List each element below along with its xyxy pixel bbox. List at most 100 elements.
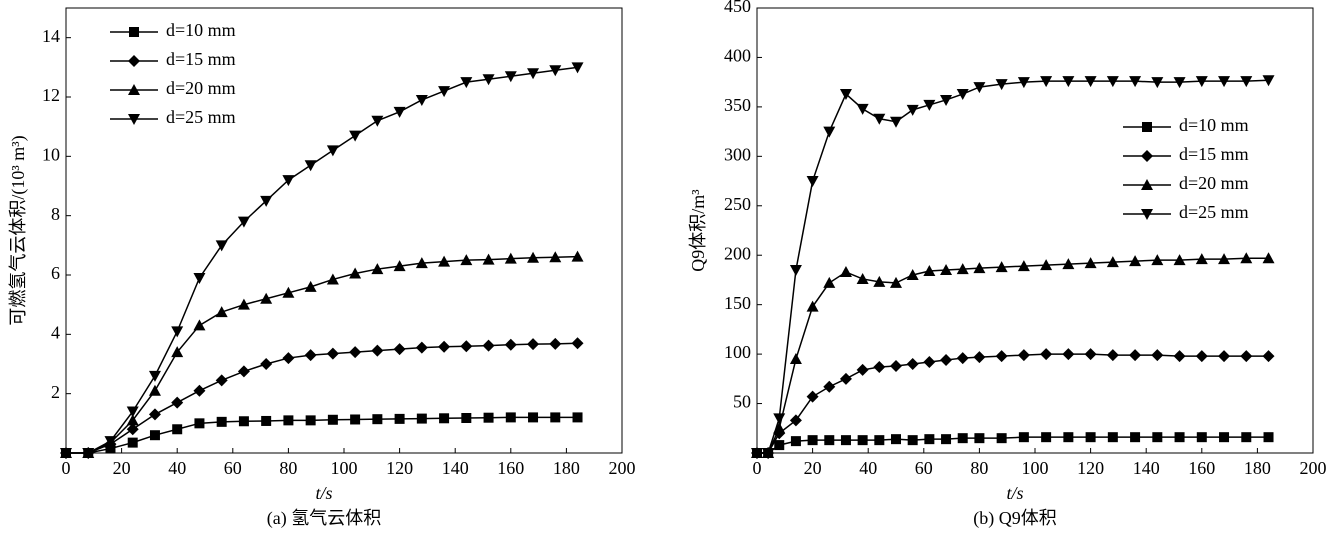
- data-point: [789, 265, 802, 277]
- x-tick-label: 200: [609, 458, 636, 478]
- y-tick-label: 400: [724, 46, 751, 66]
- series-line: [757, 353, 1269, 454]
- data-point: [923, 356, 936, 369]
- legend-marker: [129, 27, 139, 37]
- data-point: [1085, 432, 1096, 443]
- data-point: [304, 349, 317, 362]
- data-point: [349, 267, 362, 279]
- data-point: [890, 359, 902, 372]
- x-tick-label: 180: [553, 458, 580, 478]
- y-tick-label: 150: [724, 293, 751, 313]
- y-tick-label: 100: [724, 342, 751, 362]
- data-point: [839, 372, 852, 385]
- data-point: [923, 99, 936, 111]
- data-point: [571, 250, 584, 262]
- data-point: [773, 413, 786, 425]
- data-point: [1240, 350, 1253, 363]
- data-point: [126, 414, 139, 426]
- data-point: [957, 433, 968, 444]
- data-point: [261, 415, 272, 426]
- data-point: [282, 352, 295, 365]
- data-point: [1017, 260, 1030, 272]
- data-point: [238, 416, 249, 427]
- data-point: [260, 292, 273, 304]
- data-point: [237, 365, 250, 378]
- data-point: [873, 360, 886, 373]
- data-point: [940, 94, 953, 106]
- data-point: [1062, 258, 1075, 270]
- caption: (a) 氢气云体积: [267, 508, 381, 529]
- data-point: [890, 116, 902, 128]
- data-point: [824, 435, 835, 446]
- data-point: [193, 272, 206, 284]
- data-point: [1173, 254, 1186, 266]
- data-point: [1084, 257, 1097, 269]
- data-point: [415, 257, 428, 269]
- y-tick-label: 200: [724, 243, 751, 263]
- data-point: [393, 343, 406, 356]
- data-point: [148, 408, 161, 421]
- data-point: [774, 440, 785, 451]
- legend-marker: [128, 84, 140, 95]
- x-tick-label: 20: [804, 458, 822, 478]
- y-tick-label: 12: [42, 85, 60, 105]
- legend-label: d=15 mm: [1179, 144, 1249, 164]
- data-point: [1106, 76, 1119, 88]
- data-point: [1174, 432, 1185, 443]
- data-point: [460, 340, 473, 353]
- data-point: [1151, 254, 1164, 266]
- data-point: [504, 338, 517, 351]
- data-point: [995, 79, 1008, 91]
- data-point: [371, 344, 384, 357]
- data-point: [326, 145, 339, 157]
- data-point: [304, 280, 317, 292]
- data-point: [806, 176, 819, 188]
- x-axis-label: t/s: [1006, 483, 1023, 503]
- data-point: [527, 338, 540, 351]
- legend-label: d=20 mm: [1179, 173, 1249, 193]
- data-point: [806, 390, 819, 403]
- x-tick-label: 80: [970, 458, 988, 478]
- data-point: [1084, 76, 1097, 88]
- data-point: [839, 89, 852, 101]
- data-point: [1262, 75, 1275, 87]
- data-point: [891, 434, 901, 445]
- legend-marker: [1142, 122, 1152, 132]
- data-point: [840, 435, 851, 446]
- x-tick-label: 180: [1244, 458, 1271, 478]
- data-point: [1240, 76, 1253, 88]
- data-point: [1063, 432, 1074, 443]
- data-point: [438, 86, 451, 98]
- data-point: [823, 276, 836, 288]
- x-tick-label: 40: [168, 458, 186, 478]
- data-point: [283, 415, 294, 426]
- plot-frame: [65, 7, 623, 454]
- data-point: [527, 251, 540, 263]
- data-point: [807, 435, 818, 446]
- data-point: [171, 346, 184, 358]
- y-tick-label: 14: [42, 26, 60, 46]
- y-tick-label: 300: [724, 144, 751, 164]
- x-tick-label: 0: [62, 458, 71, 478]
- data-point: [528, 412, 539, 423]
- data-point: [873, 113, 886, 125]
- data-point: [571, 337, 584, 350]
- x-tick-label: 0: [753, 458, 762, 478]
- data-point: [1017, 77, 1030, 89]
- data-point: [1240, 252, 1253, 264]
- data-point: [416, 413, 427, 424]
- data-point: [906, 269, 919, 280]
- data-point: [482, 339, 495, 352]
- data-point: [149, 430, 160, 441]
- data-point: [1263, 432, 1274, 443]
- data-point: [1151, 77, 1164, 89]
- data-point: [1129, 76, 1142, 88]
- data-point: [806, 300, 819, 312]
- data-point: [282, 175, 295, 187]
- data-point: [995, 261, 1008, 273]
- y-tick-label: 350: [724, 95, 751, 115]
- data-point: [1040, 259, 1053, 271]
- data-point: [874, 435, 885, 446]
- data-point: [82, 448, 95, 459]
- data-point: [773, 422, 786, 434]
